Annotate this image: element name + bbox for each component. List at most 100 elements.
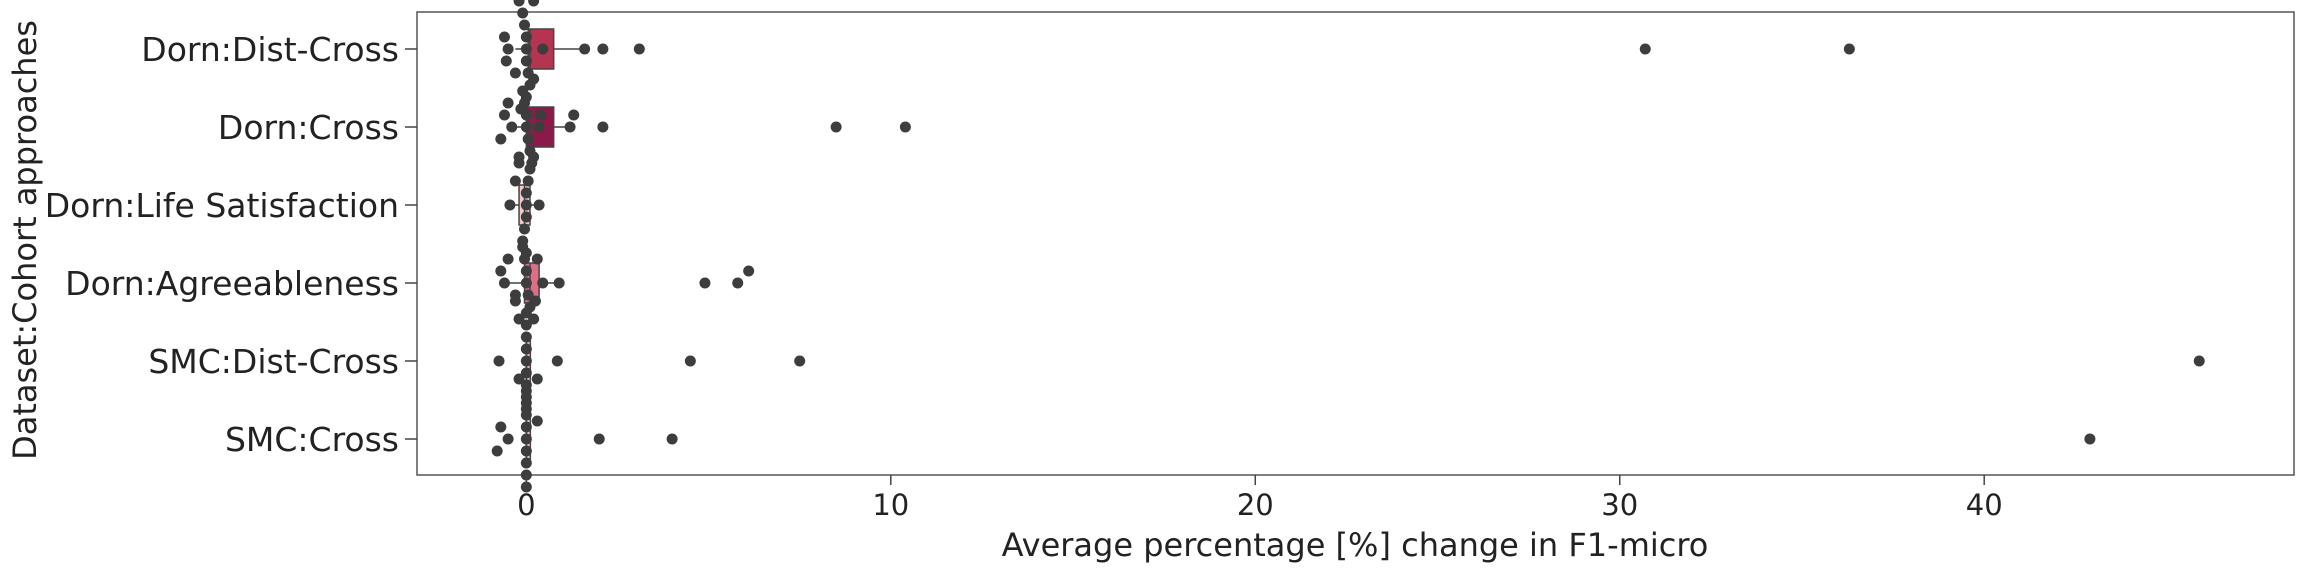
data-point (531, 253, 543, 265)
data-point (519, 253, 531, 265)
data-point (522, 133, 534, 145)
data-point (520, 211, 532, 223)
plot-frame (416, 11, 2295, 476)
data-point (699, 277, 711, 289)
data-point (593, 433, 605, 445)
data-point (506, 121, 518, 133)
data-point (551, 355, 563, 367)
x-axis: 0 10 20 30 40 (517, 475, 2003, 522)
data-point (520, 421, 532, 433)
data-point (899, 121, 911, 133)
data-point (519, 97, 531, 109)
data-point (531, 415, 543, 427)
data-point (528, 313, 540, 325)
data-point (597, 121, 609, 133)
data-point (498, 277, 510, 289)
data-point (520, 43, 532, 55)
x-axis-label: Average percentage [%] change in F1-micr… (1002, 526, 1709, 564)
data-point (553, 277, 565, 289)
data-point (520, 109, 532, 121)
data-point (2084, 433, 2096, 445)
y-tick-label: Dorn:Life Satisfaction (45, 186, 399, 225)
x-tick-label: 30 (1601, 488, 1638, 522)
data-point (519, 19, 531, 31)
data-point (520, 343, 532, 355)
data-point (520, 55, 532, 67)
y-tick-label: Dorn:Cross (218, 108, 399, 147)
data-point (830, 121, 842, 133)
data-point (522, 289, 534, 301)
data-point (498, 31, 510, 43)
data-point (531, 373, 543, 385)
data-point (517, 85, 529, 97)
data-point (520, 187, 532, 199)
data-point (568, 109, 580, 121)
data-point (502, 253, 514, 265)
data-point (520, 277, 532, 289)
data-point (684, 355, 696, 367)
data-point (520, 331, 532, 343)
data-point (520, 445, 532, 457)
y-tick-label: Dorn:Agreeableness (65, 264, 399, 303)
data-point (579, 43, 591, 55)
data-point (524, 163, 536, 175)
y-tick-label: Dorn:Dist-Cross (141, 30, 399, 69)
data-point (502, 43, 514, 55)
data-point (597, 43, 609, 55)
x-tick-label: 0 (517, 488, 535, 522)
data-point (794, 355, 806, 367)
data-point (732, 277, 744, 289)
data-point (564, 121, 576, 133)
data-point (520, 319, 532, 331)
data-point (513, 313, 525, 325)
data-point (517, 7, 529, 19)
data-point (502, 97, 514, 109)
data-point (495, 421, 507, 433)
data-point (520, 385, 532, 397)
data-point (1843, 43, 1855, 55)
data-point (529, 295, 541, 307)
data-point (498, 109, 510, 121)
data-point (520, 481, 532, 493)
data-point (502, 433, 514, 445)
data-point (528, 151, 540, 163)
y-axis: Dorn:Dist-Cross Dorn:Cross Dorn:Life Satis… (45, 30, 417, 459)
y-tick-label: SMC:Cross (225, 420, 399, 459)
data-point (520, 433, 532, 445)
data-point (520, 397, 532, 409)
points-layer (491, 0, 2205, 493)
y-axis-label: Dataset:Cohort approaches (6, 20, 44, 460)
data-point (509, 295, 521, 307)
data-point (666, 433, 678, 445)
data-point (2193, 355, 2205, 367)
boxes-layer (504, 28, 585, 460)
data-point (528, 73, 540, 85)
data-point (633, 43, 645, 55)
data-point (513, 373, 525, 385)
data-point (520, 199, 532, 211)
data-point (520, 409, 532, 421)
data-point (1639, 43, 1651, 55)
data-point (520, 355, 532, 367)
x-tick-label: 10 (872, 488, 909, 522)
data-point (517, 241, 529, 253)
data-point (533, 199, 545, 211)
data-point (513, 0, 525, 7)
data-point (537, 277, 549, 289)
data-point (520, 367, 532, 379)
x-tick-label: 20 (1237, 488, 1274, 522)
data-point (491, 445, 503, 457)
data-point (535, 109, 547, 121)
data-point (743, 265, 755, 277)
data-point (522, 175, 534, 187)
data-point (537, 43, 549, 55)
data-point (520, 121, 532, 133)
data-point (520, 265, 532, 277)
data-point (520, 307, 532, 319)
data-point (520, 457, 532, 469)
data-point (493, 355, 505, 367)
data-point (504, 199, 516, 211)
data-point (528, 0, 540, 7)
x-tick-label: 40 (1966, 488, 2003, 522)
